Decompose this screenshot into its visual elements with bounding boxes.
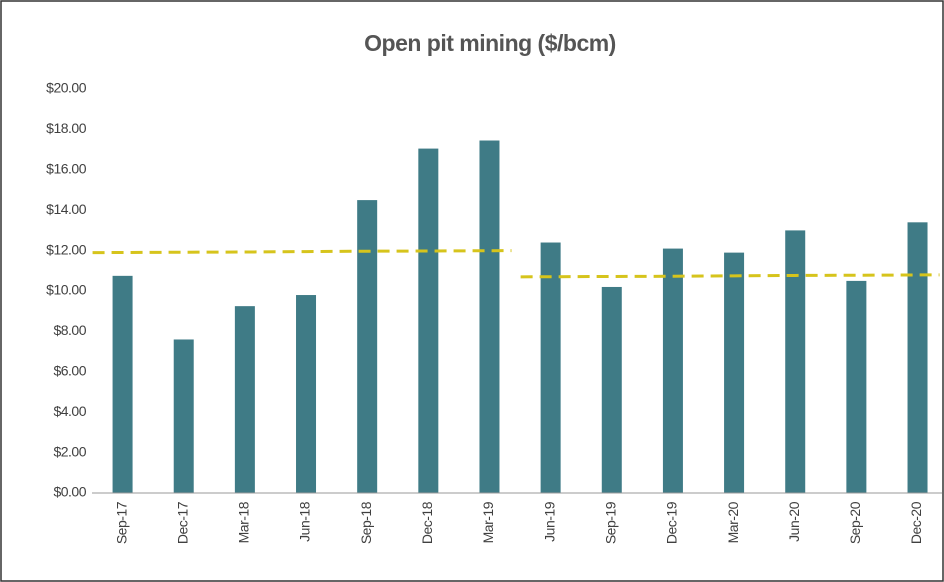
x-tick-label: Mar-19 [480,501,496,543]
x-tick-label: Sep-18 [358,501,374,544]
y-tick-label: $4.00 [53,403,86,419]
x-tick-label: Sep-19 [602,501,618,544]
bar [601,286,622,493]
x-tick-label: Dec-19 [664,501,680,544]
bar [234,306,255,493]
y-tick-label: $16.00 [46,161,87,177]
bar [357,200,378,493]
bar [540,242,561,493]
x-tick-label: Jun-19 [541,501,557,542]
trend-line [520,273,940,279]
y-tick-label: $14.00 [46,201,87,217]
bar [418,148,439,493]
bar [724,252,745,493]
x-tick-label: Dec-17 [174,501,190,544]
bar [112,275,133,493]
x-tick-label: Mar-18 [236,501,252,543]
y-tick-label: $6.00 [53,363,86,379]
bar [785,230,806,493]
chart-title: Open pit mining ($/bcm) [364,30,616,56]
x-tick-label: Sep-20 [847,501,863,544]
bar [479,140,500,493]
y-tick-label: $8.00 [53,322,86,338]
x-tick-label: Sep-17 [113,501,129,544]
trend-line [92,249,512,255]
x-tick-label: Dec-18 [419,501,435,544]
y-tick-label: $12.00 [46,241,87,257]
x-tick-label: Dec-20 [908,501,924,544]
x-tick-label: Mar-20 [725,501,741,543]
y-tick-label: $2.00 [53,443,86,459]
bar [662,248,683,493]
x-tick-label: Jun-18 [297,501,313,542]
bar [907,222,928,493]
y-tick-label: $0.00 [53,484,86,500]
y-tick-label: $10.00 [46,282,87,298]
bar [173,339,194,493]
x-tick-label: Jun-20 [786,501,802,542]
y-tick-label: $18.00 [46,120,87,136]
bar [296,295,317,493]
bar [846,280,867,493]
y-tick-label: $20.00 [46,80,87,96]
